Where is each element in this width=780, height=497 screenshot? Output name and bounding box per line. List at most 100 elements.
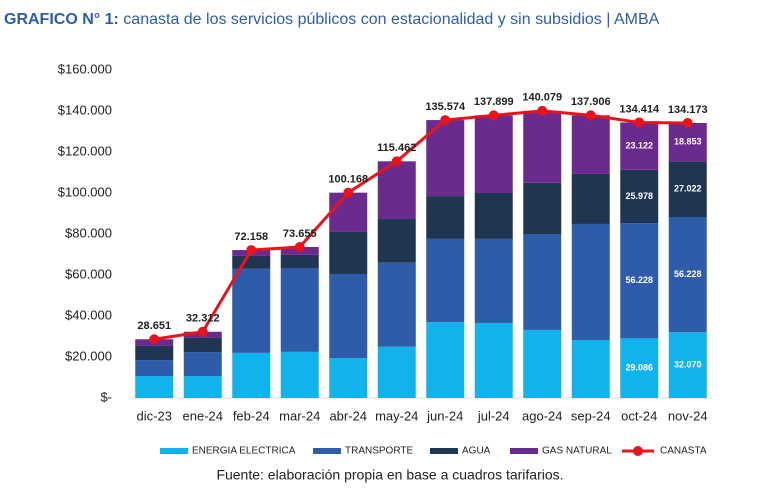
bar-segment xyxy=(620,169,659,224)
x-tick-label: may-24 xyxy=(375,408,418,423)
canasta-label: 100.168 xyxy=(328,174,368,186)
segment-label: 25.978 xyxy=(625,191,653,201)
canasta-line xyxy=(154,109,688,341)
bar-segment xyxy=(571,339,610,398)
bar-segment xyxy=(426,322,465,398)
bar-segment xyxy=(280,351,319,398)
bar-segment xyxy=(135,345,174,361)
bar-segment xyxy=(329,192,368,232)
bar-segment xyxy=(620,338,659,398)
segment-label: 23.122 xyxy=(625,141,653,151)
chart-title: GRAFICO N° 1: canasta de los servicios p… xyxy=(4,11,660,28)
x-tick-label: feb-24 xyxy=(233,408,270,423)
y-tick-label: $160.000 xyxy=(58,61,112,76)
x-tick-label: dic-23 xyxy=(137,408,172,423)
bar-segment xyxy=(183,352,222,377)
y-tick-label: $- xyxy=(100,389,112,404)
bar-segment xyxy=(523,329,562,398)
legend-swatch xyxy=(510,448,538,454)
bar-segment xyxy=(183,376,222,398)
canasta-label: 137.906 xyxy=(571,96,611,108)
legend-label: CANASTA xyxy=(660,446,707,457)
title-text: canasta de los servicios públicos con es… xyxy=(123,11,659,28)
canasta-label: 134.414 xyxy=(619,103,660,115)
bar-segment xyxy=(329,273,368,359)
bar-segment xyxy=(329,231,368,274)
bar-segment xyxy=(571,115,610,174)
segment-label: 29.086 xyxy=(625,363,653,373)
y-tick-label: $60.000 xyxy=(65,266,112,281)
note: Fuente: elaboración propia en base a cua… xyxy=(216,467,563,483)
canasta-point xyxy=(294,242,305,253)
segment-label: 32.070 xyxy=(674,360,702,370)
legend-label: GAS NATURAL xyxy=(542,446,612,457)
x-tick-label: jun-24 xyxy=(426,408,463,423)
x-tick-label: oct-24 xyxy=(621,408,657,423)
canasta-point xyxy=(343,187,354,198)
canasta-label: 115.462 xyxy=(377,142,416,154)
bar-segment xyxy=(523,182,562,234)
y-tick-label: $20.000 xyxy=(65,348,112,363)
canasta-label: 28.651 xyxy=(137,320,171,332)
x-tick-label: jul-24 xyxy=(477,408,510,423)
canasta-label: 73.655 xyxy=(283,228,317,240)
legend-label: ENERGIA ELECTRICA xyxy=(192,446,296,457)
bar-segment xyxy=(620,122,659,170)
canasta-point xyxy=(682,117,693,128)
y-tick-label: $120.000 xyxy=(58,143,112,158)
canasta-point xyxy=(537,105,548,116)
legend-label: AGUA xyxy=(462,446,491,457)
canasta-point xyxy=(391,156,402,167)
canasta-label: 32.312 xyxy=(186,313,220,325)
legend-swatch xyxy=(430,448,458,454)
bar-segment xyxy=(474,238,513,323)
y-tick-label: $80.000 xyxy=(65,225,112,240)
canasta-point xyxy=(634,117,645,128)
bar-segment xyxy=(474,193,513,239)
bar-segment xyxy=(232,255,271,269)
legend-swatch xyxy=(160,448,188,454)
canasta-point xyxy=(246,245,257,256)
bar-segment xyxy=(426,196,465,239)
bar-segment xyxy=(523,234,562,330)
segment-label: 56.228 xyxy=(674,269,702,279)
x-tick-label: ene-24 xyxy=(183,408,223,423)
canasta-label: 137.899 xyxy=(474,96,514,108)
bar-segment xyxy=(377,262,416,347)
bar-segment xyxy=(377,219,416,263)
bar-segment xyxy=(280,268,319,352)
y-tick-label: $140.000 xyxy=(58,102,112,117)
canasta-point xyxy=(149,334,160,345)
x-tick-label: ago-24 xyxy=(522,408,562,423)
legend-swatch xyxy=(633,446,643,456)
bar-segment xyxy=(474,322,513,398)
canasta-point xyxy=(585,110,596,121)
segment-label: 27.022 xyxy=(674,184,702,194)
canasta-label: 134.173 xyxy=(668,104,708,116)
bar-segment xyxy=(571,173,610,224)
legend-label: TRANSPORTE xyxy=(345,446,413,457)
canasta-label: 72.158 xyxy=(234,231,268,243)
y-tick-label: $40.000 xyxy=(65,307,112,322)
bar-segment xyxy=(523,110,562,183)
canasta-point xyxy=(488,110,499,121)
canasta-point xyxy=(440,115,451,126)
x-tick-label: sep-24 xyxy=(571,408,611,423)
bar-segment xyxy=(280,254,319,269)
bar-segment xyxy=(377,346,416,398)
y-tick-label: $100.000 xyxy=(58,184,112,199)
bar-segment xyxy=(668,216,707,333)
segment-label: 18.853 xyxy=(674,137,702,147)
canasta-point xyxy=(197,326,208,337)
bar-segment xyxy=(232,268,271,353)
bar-segment xyxy=(426,238,465,323)
bar-segment xyxy=(668,161,707,217)
bar-segment xyxy=(135,360,174,377)
bar-segment xyxy=(474,115,513,193)
x-tick-label: abr-24 xyxy=(329,408,367,423)
bar-segment xyxy=(620,223,659,339)
segment-label: 56.228 xyxy=(625,275,653,285)
bar-segment xyxy=(135,376,174,398)
bar-segment xyxy=(329,358,368,398)
